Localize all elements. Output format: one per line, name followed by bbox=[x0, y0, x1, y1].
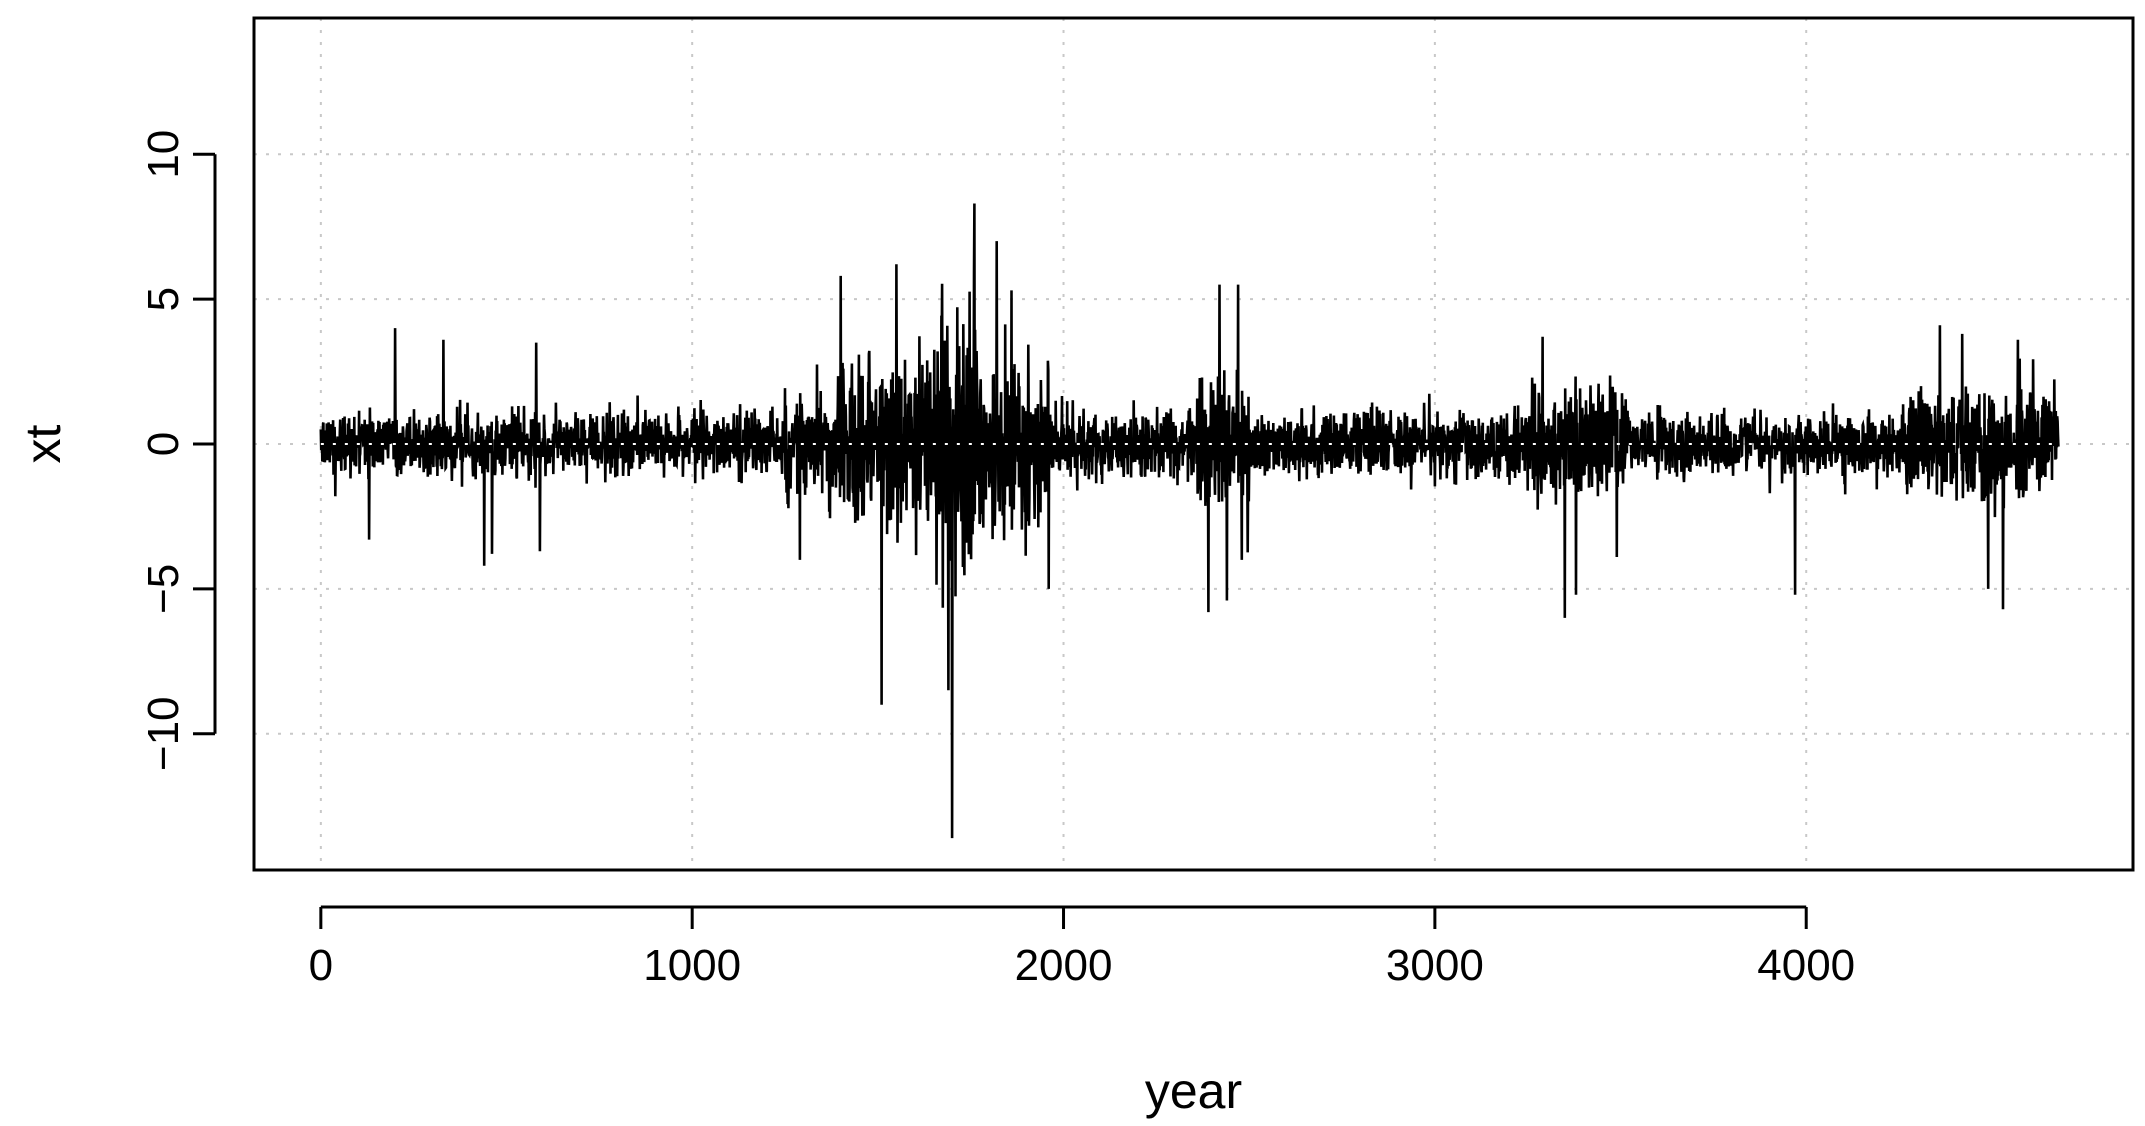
plot-frame bbox=[252, 16, 2135, 872]
y-tick-label-0: −10 bbox=[139, 696, 188, 771]
y-tick-label-2: 0 bbox=[139, 432, 188, 456]
series-group bbox=[319, 203, 2060, 839]
x-axis-title: year bbox=[1145, 1063, 1242, 1119]
x-axis: 0 1000 2000 3000 4000 bbox=[309, 905, 1855, 990]
x-tick-label-2: 2000 bbox=[1015, 941, 1113, 990]
y-tick-label-1: −5 bbox=[139, 564, 188, 614]
y-axis: −10 −5 0 5 10 bbox=[139, 130, 217, 771]
x-tick-label-3: 3000 bbox=[1386, 941, 1484, 990]
y-tick-label-4: 10 bbox=[139, 130, 188, 179]
x-tick-label-0: 0 bbox=[309, 941, 333, 990]
series-line bbox=[319, 203, 2060, 839]
x-tick-label-1: 1000 bbox=[643, 941, 741, 990]
y-tick-label-3: 5 bbox=[139, 287, 188, 311]
x-tick-label-4: 4000 bbox=[1757, 941, 1855, 990]
y-axis-title: xt bbox=[15, 424, 71, 463]
